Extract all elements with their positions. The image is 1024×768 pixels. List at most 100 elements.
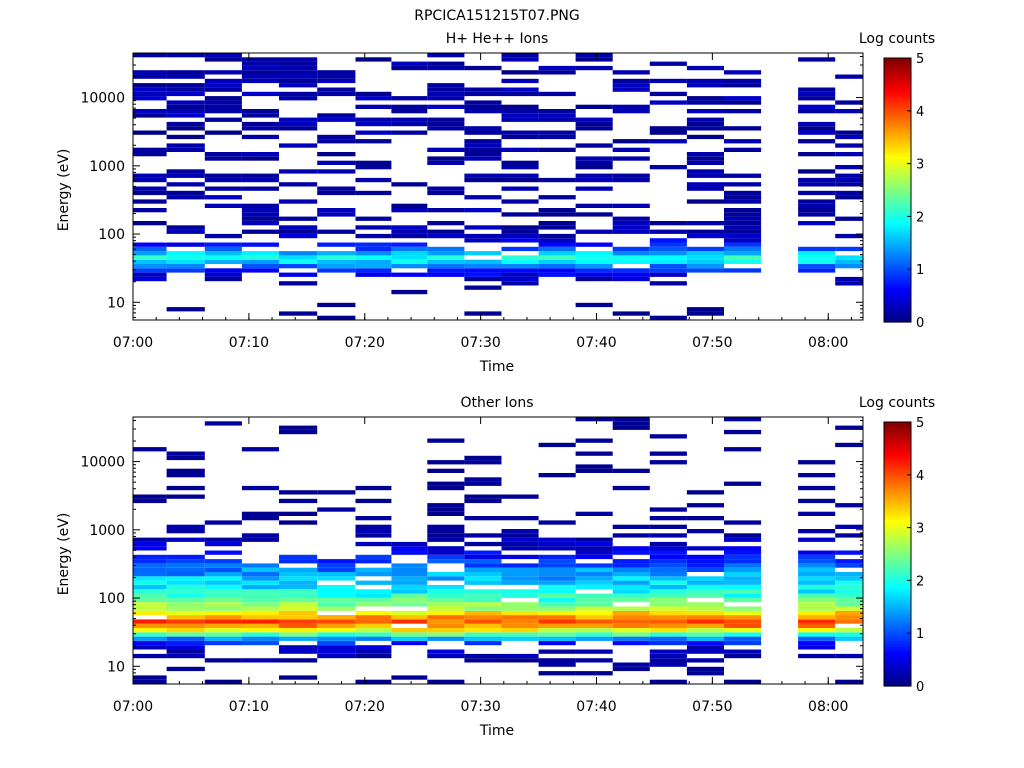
colorbar-segment bbox=[884, 87, 911, 91]
heatmap-cell bbox=[166, 636, 205, 641]
heatmap-cell bbox=[612, 78, 650, 84]
heatmap-cell bbox=[612, 87, 650, 92]
heatmap-cell bbox=[279, 126, 318, 131]
heatmap-cell bbox=[204, 78, 242, 84]
heatmap-cell bbox=[612, 567, 650, 572]
heatmap-cell bbox=[317, 113, 356, 118]
heatmap-cell bbox=[355, 91, 392, 97]
heatmap-cell bbox=[279, 597, 318, 603]
heatmap-cell bbox=[538, 554, 576, 560]
heatmap-cell bbox=[133, 251, 167, 256]
heatmap-cell bbox=[355, 636, 392, 641]
heatmap-cell bbox=[355, 165, 392, 170]
heatmap-cell bbox=[575, 438, 613, 443]
x-tick-label: 07:20 bbox=[345, 699, 385, 715]
heatmap-cell bbox=[612, 251, 650, 256]
heatmap-cell bbox=[391, 251, 428, 256]
heatmap-cell bbox=[649, 606, 687, 611]
heatmap-cell bbox=[538, 113, 576, 118]
heatmap-cell bbox=[133, 91, 167, 97]
heatmap-cell bbox=[427, 147, 465, 152]
colorbar-segment bbox=[884, 678, 911, 682]
heatmap-cell bbox=[686, 160, 724, 165]
heatmap-cell bbox=[798, 139, 836, 144]
colorbar-segment bbox=[884, 440, 911, 444]
heatmap-cell bbox=[391, 272, 428, 277]
heatmap-cell bbox=[427, 438, 465, 443]
heatmap-cell bbox=[204, 255, 242, 260]
heatmap-cell bbox=[241, 255, 279, 260]
heatmap-cell bbox=[166, 602, 205, 607]
heatmap-cell bbox=[724, 221, 762, 226]
heatmap-cell bbox=[612, 610, 650, 616]
heatmap-cell bbox=[279, 636, 318, 641]
heatmap-cell bbox=[835, 190, 863, 196]
colorbar-segment bbox=[884, 197, 911, 202]
heatmap-cell bbox=[133, 580, 167, 585]
heatmap-cell bbox=[133, 559, 167, 564]
heatmap-cell bbox=[355, 524, 392, 529]
heatmap-cell bbox=[427, 537, 465, 542]
heatmap-cell bbox=[724, 100, 762, 105]
heatmap-cell bbox=[317, 619, 356, 624]
heatmap-cell bbox=[464, 152, 502, 157]
heatmap-cell bbox=[166, 113, 205, 118]
x-tick-label: 08:00 bbox=[808, 335, 848, 351]
colorbar-segment bbox=[884, 538, 911, 542]
heatmap-cell bbox=[538, 195, 576, 200]
heatmap-cell bbox=[204, 550, 242, 555]
heatmap-cell bbox=[241, 572, 279, 577]
heatmap-cell bbox=[538, 117, 576, 122]
heatmap-cell bbox=[391, 580, 428, 585]
heatmap-cell bbox=[501, 658, 539, 663]
heatmap-cell bbox=[724, 83, 762, 88]
heatmap-cell bbox=[724, 563, 762, 568]
heatmap-cell bbox=[279, 425, 318, 430]
heatmap-cell bbox=[241, 78, 279, 84]
heatmap-cell bbox=[575, 602, 613, 607]
heatmap-cell bbox=[464, 104, 502, 109]
heatmap-cell bbox=[798, 212, 836, 217]
heatmap-cell bbox=[204, 640, 242, 646]
heatmap-cell bbox=[464, 233, 502, 239]
heatmap-cell bbox=[241, 610, 279, 616]
colorbar-segment bbox=[884, 488, 911, 492]
heatmap-cell bbox=[241, 216, 279, 221]
heatmap-cell bbox=[427, 529, 465, 534]
heatmap-cell bbox=[538, 109, 576, 114]
heatmap-cell bbox=[501, 177, 539, 183]
heatmap-cell bbox=[166, 615, 205, 620]
colorbar-segment bbox=[884, 145, 911, 149]
heatmap-cell bbox=[501, 610, 539, 616]
heatmap-cell bbox=[835, 580, 863, 585]
y-tick-label: 100 bbox=[98, 591, 125, 607]
heatmap-cell bbox=[798, 460, 836, 465]
heatmap-cell bbox=[391, 255, 428, 260]
colorbar-segment bbox=[884, 572, 911, 576]
colorbar-segment bbox=[884, 266, 911, 270]
heatmap-cell bbox=[355, 272, 392, 277]
colorbar-segment bbox=[884, 511, 911, 515]
heatmap-cell bbox=[612, 147, 650, 152]
heatmap-cell bbox=[204, 520, 242, 525]
heatmap-cell bbox=[686, 490, 724, 495]
colorbar-segment bbox=[884, 493, 911, 497]
colorbar-segment bbox=[884, 147, 911, 151]
colorbar-segment bbox=[884, 590, 911, 595]
heatmap-cell bbox=[355, 190, 392, 196]
heatmap-cell bbox=[133, 567, 167, 572]
heatmap-cell bbox=[575, 563, 613, 568]
heatmap-cell bbox=[575, 53, 613, 58]
colorbar-segment bbox=[884, 480, 911, 484]
heatmap-cell bbox=[279, 182, 318, 187]
colorbar-segment bbox=[884, 229, 911, 233]
heatmap-cell bbox=[798, 606, 836, 611]
heatmap-cell bbox=[464, 147, 502, 152]
heatmap-cell bbox=[279, 216, 318, 221]
y-tick-label: 100 bbox=[98, 227, 125, 243]
heatmap-cell bbox=[427, 117, 465, 122]
heatmap-cell bbox=[501, 165, 539, 170]
heatmap-cell bbox=[835, 259, 863, 264]
heatmap-cell bbox=[241, 628, 279, 633]
colorbar-segment bbox=[884, 437, 911, 442]
